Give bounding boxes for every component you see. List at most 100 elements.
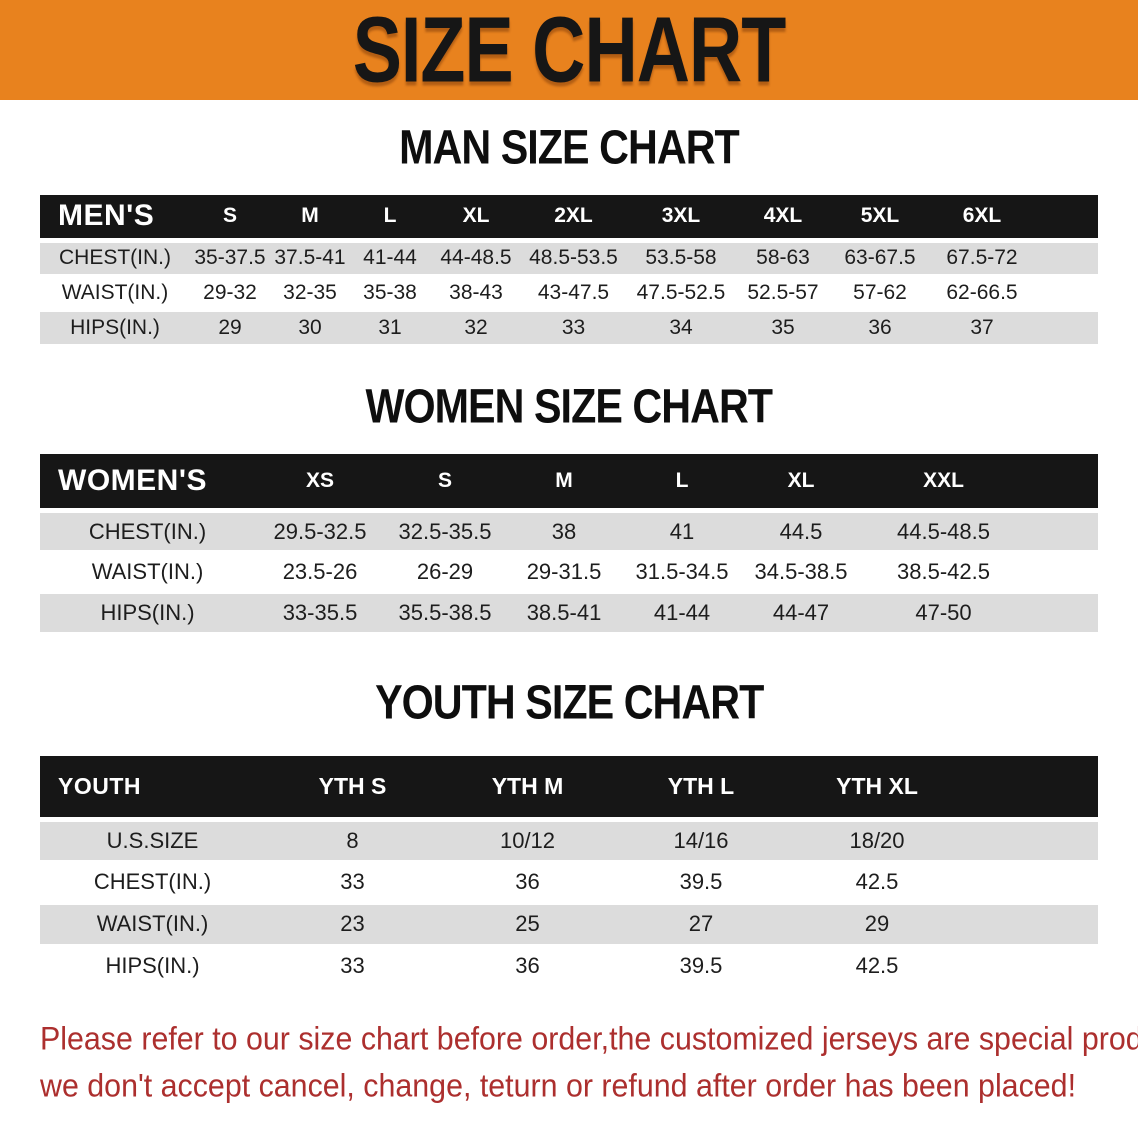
spacer-cell [1033,310,1098,347]
women-waist-row: WAIST(IN.) 23.5-26 26-29 29-31.5 31.5-34… [40,551,1098,594]
youth-cell: 36 [440,945,615,989]
women-col-header: XXL [861,453,1026,513]
youth-corner-label: YOUTH [40,756,265,822]
spacer-cell [967,756,1098,822]
youth-cell: 23 [265,903,440,947]
men-cell: 29-32 [190,275,270,312]
men-col-header: 3XL [625,195,737,243]
youth-row-label: HIPS(IN.) [40,945,265,989]
youth-cell: 39.5 [615,861,787,905]
youth-header-row: YOUTH YTH S YTH M YTH L YTH XL [40,756,1098,822]
youth-col-header: YTH XL [787,756,967,822]
men-cell: 67.5-72 [931,240,1033,277]
youth-waist-row: WAIST(IN.) 23 25 27 29 [40,903,1098,947]
men-col-header: XL [430,195,522,243]
men-cell: 32 [430,310,522,347]
spacer-cell [1033,195,1098,243]
banner: SIZE CHART [0,0,1138,102]
youth-cell: 42.5 [787,945,967,989]
women-col-header: XS [255,453,385,513]
spacer-cell [967,903,1098,947]
youth-cell: 39.5 [615,945,787,989]
women-heading-text: WOMEN SIZE CHART [365,379,774,434]
women-hips-row: HIPS(IN.) 33-35.5 35.5-38.5 38.5-41 41-4… [40,592,1098,635]
youth-row-label: WAIST(IN.) [40,903,265,947]
women-cell: 34.5-38.5 [741,551,861,594]
youth-row-label: U.S.SIZE [40,819,265,863]
youth-ussize-row: U.S.SIZE 8 10/12 14/16 18/20 [40,819,1098,863]
spacer-cell [967,945,1098,989]
women-size-table: WOMEN'S XS S M L XL XXL CHEST(IN.) 29.5-… [40,453,1098,635]
men-cell: 41-44 [350,240,430,277]
spacer-cell [1026,551,1098,594]
men-hips-row: HIPS(IN.) 29 30 31 32 33 34 35 36 37 [40,310,1098,347]
men-cell: 63-67.5 [829,240,931,277]
men-cell: 53.5-58 [625,240,737,277]
men-col-header: 4XL [737,195,829,243]
youth-heading-text: YOUTH SIZE CHART [374,676,764,730]
spacer-cell [1026,510,1098,553]
youth-cell: 29 [787,903,967,947]
men-header-row: MEN'S S M L XL 2XL 3XL 4XL 5XL 6XL [40,195,1098,243]
women-cell: 26-29 [385,551,505,594]
men-col-header: M [270,195,350,243]
women-cell: 29-31.5 [505,551,623,594]
men-col-header: 2XL [522,195,625,243]
men-cell: 31 [350,310,430,347]
men-cell: 58-63 [737,240,829,277]
men-cell: 44-48.5 [430,240,522,277]
women-col-header: L [623,453,741,513]
women-cell: 38.5-41 [505,592,623,635]
women-cell: 44-47 [741,592,861,635]
youth-cell: 36 [440,861,615,905]
women-section-heading: WOMEN SIZE CHART [0,379,1138,434]
men-cell: 62-66.5 [931,275,1033,312]
youth-cell: 14/16 [615,819,787,863]
men-cell: 47.5-52.5 [625,275,737,312]
size-chart-page: SIZE CHART MAN SIZE CHART MEN'S S M L XL… [0,0,1138,1109]
men-cell: 52.5-57 [737,275,829,312]
disclaimer-line-1: Please refer to our size chart before or… [40,1019,1138,1057]
men-row-label: WAIST(IN.) [40,275,190,312]
men-col-header: S [190,195,270,243]
women-cell: 38.5-42.5 [861,551,1026,594]
youth-cell: 33 [265,861,440,905]
men-cell: 36 [829,310,931,347]
women-cell: 32.5-35.5 [385,510,505,553]
women-header-row: WOMEN'S XS S M L XL XXL [40,453,1098,513]
youth-cell: 10/12 [440,819,615,863]
men-cell: 37.5-41 [270,240,350,277]
men-cell: 37 [931,310,1033,347]
youth-cell: 8 [265,819,440,863]
women-col-header: XL [741,453,861,513]
men-cell: 35-38 [350,275,430,312]
youth-col-header: YTH M [440,756,615,822]
men-chest-row: CHEST(IN.) 35-37.5 37.5-41 41-44 44-48.5… [40,240,1098,277]
men-section-heading: MAN SIZE CHART [0,121,1138,175]
women-cell: 38 [505,510,623,553]
men-cell: 48.5-53.5 [522,240,625,277]
disclaimer: Please refer to our size chart before or… [0,1015,1138,1109]
spacer-cell [1026,453,1098,513]
youth-cell: 25 [440,903,615,947]
women-row-label: CHEST(IN.) [40,510,255,553]
women-cell: 33-35.5 [255,592,385,635]
women-row-label: WAIST(IN.) [40,551,255,594]
women-col-header: S [385,453,505,513]
women-col-header: M [505,453,623,513]
women-cell: 31.5-34.5 [623,551,741,594]
women-corner-label: WOMEN'S [40,453,255,513]
men-heading-text: MAN SIZE CHART [399,121,740,175]
men-cell: 57-62 [829,275,931,312]
women-cell: 44.5 [741,510,861,553]
disclaimer-line-2: we don't accept cancel, change, teturn o… [40,1066,1077,1104]
men-size-table: MEN'S S M L XL 2XL 3XL 4XL 5XL 6XL CHEST… [40,195,1098,347]
women-chest-row: CHEST(IN.) 29.5-32.5 32.5-35.5 38 41 44.… [40,510,1098,553]
spacer-cell [1033,240,1098,277]
spacer-cell [967,819,1098,863]
men-cell: 34 [625,310,737,347]
men-cell: 38-43 [430,275,522,312]
women-cell: 23.5-26 [255,551,385,594]
men-row-label: CHEST(IN.) [40,240,190,277]
spacer-cell [1026,592,1098,635]
